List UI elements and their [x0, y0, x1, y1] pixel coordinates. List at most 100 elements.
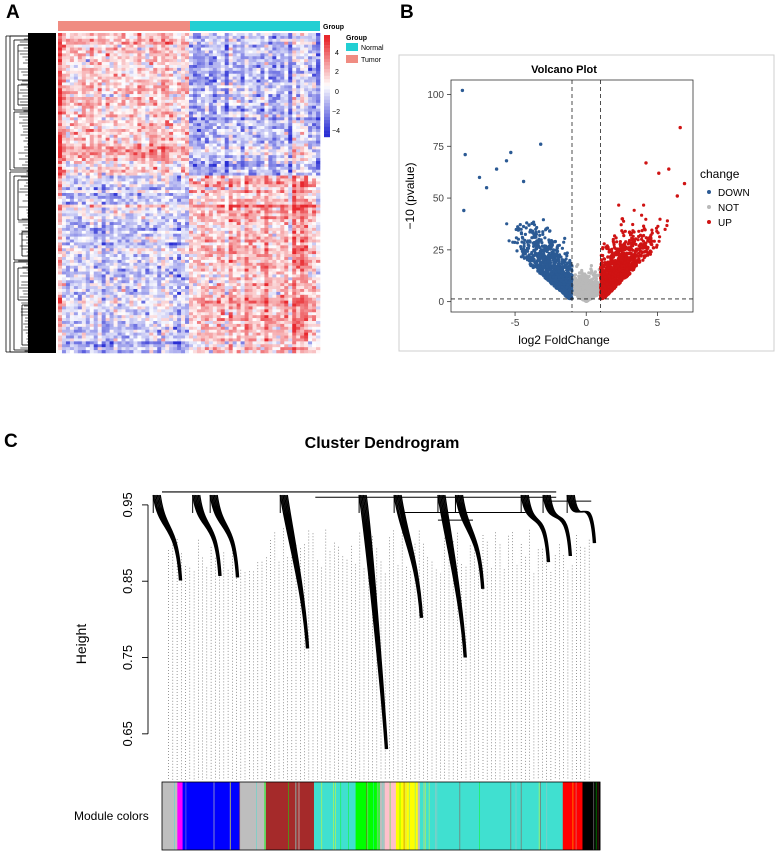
heatmap-cell	[181, 149, 186, 153]
heatmap-cell	[200, 33, 206, 37]
heatmap-cell	[260, 117, 265, 121]
heatmap-cell	[61, 56, 67, 60]
heatmap-cell	[125, 33, 130, 37]
heatmap-cell	[137, 172, 142, 176]
heatmap-cell	[264, 131, 269, 136]
heatmap-cell	[220, 59, 226, 63]
heatmap-cell	[189, 239, 194, 243]
heatmap-cell	[149, 44, 154, 48]
heatmap-cell	[93, 97, 98, 101]
heatmap-cell	[189, 102, 194, 107]
heatmap-cell	[61, 35, 67, 40]
heatmap-cell	[248, 105, 253, 109]
heatmap-cell	[240, 50, 245, 54]
heatmap-cell	[161, 111, 166, 115]
heatmap-cell	[73, 53, 79, 57]
heatmap-cell	[228, 163, 233, 168]
heatmap-cell	[256, 85, 261, 89]
heatmap-cell	[256, 94, 261, 98]
heatmap-cell	[284, 225, 289, 229]
heatmap-cell	[165, 227, 170, 232]
heatmap-cell	[181, 193, 186, 197]
heatmap-cell	[145, 82, 150, 86]
heatmap-cell	[232, 73, 237, 77]
heatmap-cell	[65, 187, 71, 191]
heatmap-cell	[288, 47, 293, 51]
heatmap-cell	[169, 198, 174, 203]
heatmap-cell	[204, 126, 210, 130]
heatmap-cell	[117, 88, 122, 92]
heatmap-cell	[77, 62, 83, 66]
heatmap-cell	[121, 41, 126, 45]
heatmap-cell	[113, 201, 118, 205]
heatmap-cell	[117, 131, 122, 136]
heatmap-cell	[89, 242, 95, 246]
heatmap-cell	[141, 204, 146, 208]
heatmap-cell	[149, 35, 154, 40]
heatmap-cell	[85, 117, 91, 121]
heatmap-cell	[260, 149, 265, 153]
heatmap-cell	[113, 44, 118, 48]
heatmap-cell	[109, 137, 114, 141]
heatmap-cell	[181, 91, 186, 95]
heatmap-cell	[264, 178, 269, 182]
heatmap-cell	[97, 129, 102, 133]
heatmap-cell	[137, 59, 142, 63]
heatmap-cell	[113, 193, 118, 197]
heatmap-cell	[208, 201, 214, 205]
heatmap-cell	[121, 198, 126, 203]
heatmap-cell	[101, 53, 106, 57]
heatmap-cell	[232, 65, 237, 69]
heatmap-cell	[264, 210, 269, 214]
heatmap-cell	[161, 44, 166, 48]
heatmap-cell	[89, 184, 95, 188]
heatmap-cell	[141, 222, 146, 226]
heatmap-cell	[93, 216, 98, 220]
heatmap-cell	[296, 172, 301, 176]
heatmap-cell	[216, 169, 222, 173]
heatmap-cell	[208, 41, 214, 45]
heatmap-cell	[228, 91, 233, 95]
heatmap-cell	[173, 227, 178, 232]
heatmap-cell	[232, 91, 237, 95]
heatmap-cell	[125, 117, 130, 121]
heatmap-cell	[69, 70, 75, 75]
heatmap-cell	[272, 201, 277, 205]
heatmap-cell	[256, 166, 261, 171]
heatmap-cell	[105, 123, 110, 127]
heatmap-cell	[228, 219, 233, 223]
heatmap-cell	[185, 44, 190, 48]
heatmap-cell	[292, 143, 297, 147]
heatmap-cell	[177, 149, 182, 153]
heatmap-cell	[185, 166, 190, 171]
heatmap-cell	[264, 140, 269, 144]
heatmap-cell	[89, 140, 95, 144]
heatmap-cell	[192, 114, 198, 118]
heatmap-cell	[248, 137, 253, 141]
heatmap-cell	[252, 155, 257, 159]
heatmap-cell	[89, 76, 95, 80]
heatmap-cell	[165, 178, 170, 182]
heatmap-cell	[264, 175, 269, 179]
heatmap-cell	[228, 213, 233, 217]
heatmap-cell	[125, 166, 130, 171]
heatmap-cell	[177, 225, 182, 229]
heatmap-cell	[308, 216, 313, 220]
heatmap-cell	[196, 134, 202, 139]
heatmap-cell	[157, 204, 162, 208]
heatmap-cell	[93, 76, 98, 80]
heatmap-cell	[216, 213, 222, 217]
heatmap-cell	[208, 108, 214, 112]
heatmap-cell	[137, 73, 142, 77]
heatmap-cell	[189, 227, 194, 232]
heatmap-cell	[308, 123, 313, 127]
heatmap-cell	[157, 146, 162, 150]
heatmap-cell	[109, 219, 114, 223]
heatmap-cell	[113, 94, 118, 98]
heatmap-cell	[65, 158, 71, 162]
heatmap-cell	[292, 126, 297, 130]
heatmap-cell	[69, 47, 75, 51]
heatmap-cell	[200, 184, 206, 188]
heatmap-cell	[308, 82, 313, 86]
heatmap-cell	[288, 178, 293, 182]
